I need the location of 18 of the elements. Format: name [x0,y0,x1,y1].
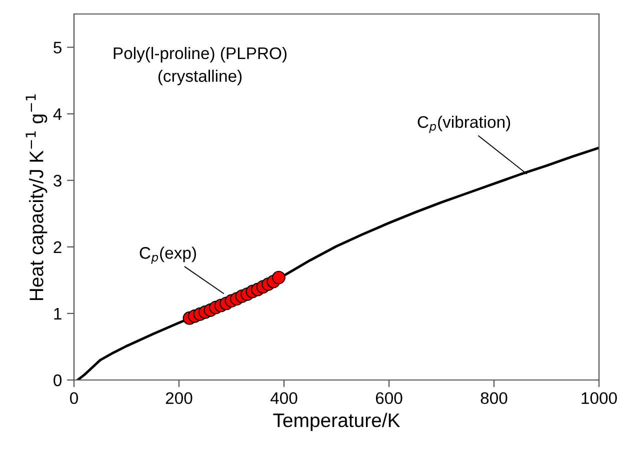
x-tick-label: 400 [270,392,298,404]
y-axis-title: Heat capacity/J K$^{−1}$ g$^{−1}$ [26,94,48,300]
annotation: C$_{p}$(vibration) [418,116,510,133]
x-axis-title: Temperature/K [273,412,400,432]
x-tick-label: 800 [480,392,508,404]
y-tick-label: 3 [54,174,62,187]
annotation: Poly(l-proline) (PLPRO) (crystalline) [114,46,286,86]
x-tick-label: 200 [166,392,192,404]
y-tick-label: 2 [54,241,62,253]
x-tick-label: 0 [70,392,78,404]
annotation: C$_{p}$(exp) [140,246,196,264]
y-tick-label: 1 [54,308,62,320]
x-tick-label: 1000 [582,392,617,404]
point [272,270,286,284]
y-tick-label: 4 [53,108,62,120]
x-tick-label: 600 [376,392,402,404]
y-tick-label: 5 [54,42,62,54]
y-tick-label: 0 [54,374,62,386]
